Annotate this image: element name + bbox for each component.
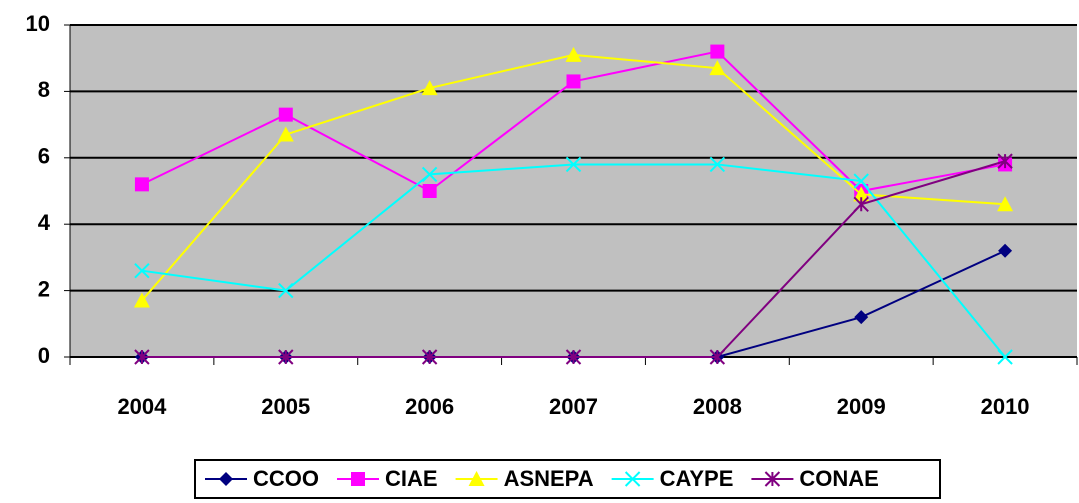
data-point [997, 349, 1013, 365]
legend-label: CONAE [799, 466, 878, 491]
x-tick-label: 2009 [837, 394, 886, 419]
data-point [134, 262, 150, 279]
data-point [853, 173, 869, 189]
data-point [133, 292, 150, 308]
data-point [134, 177, 149, 192]
y-tick-label: 6 [38, 144, 50, 169]
data-point [853, 196, 869, 212]
data-point [277, 126, 294, 142]
x-tick-label: 2006 [405, 394, 454, 419]
data-point [278, 107, 293, 122]
legend-marker [351, 472, 365, 486]
data-point [421, 349, 438, 365]
y-tick-label: 0 [38, 343, 50, 368]
data-point [854, 310, 869, 325]
legend-marker [219, 472, 233, 486]
legend-label: CCOO [253, 466, 319, 491]
data-point [278, 282, 294, 299]
legend [194, 459, 941, 499]
data-point [278, 349, 294, 365]
data-point [566, 74, 581, 89]
legend-marker [764, 471, 781, 487]
legend-label: CIAE [385, 466, 438, 491]
data-point [998, 243, 1013, 258]
y-tick-label: 10 [26, 11, 50, 36]
legend-marker [624, 471, 641, 487]
legend-label: CAYPE [660, 466, 734, 491]
x-tick-label: 2007 [549, 394, 598, 419]
data-point [421, 80, 438, 96]
data-point [709, 156, 726, 173]
data-point [565, 349, 582, 365]
x-tick-label: 2005 [261, 394, 310, 419]
x-tick-label: 2010 [981, 394, 1030, 419]
data-point [997, 153, 1013, 169]
data-point [997, 196, 1014, 212]
data-point [709, 349, 726, 365]
y-tick-label: 4 [38, 210, 51, 235]
data-point [565, 46, 582, 62]
data-point [853, 186, 870, 202]
legend-marker [468, 471, 485, 486]
y-tick-label: 8 [38, 77, 50, 102]
data-point [421, 166, 438, 183]
data-point [565, 156, 582, 173]
y-tick-label: 2 [38, 276, 50, 301]
x-tick-label: 2004 [117, 394, 167, 419]
data-point [422, 184, 437, 198]
data-point [709, 60, 726, 76]
legend-label: ASNEPA [504, 466, 594, 491]
data-point [134, 349, 150, 365]
x-tick-label: 2008 [693, 394, 742, 419]
data-point [710, 44, 725, 59]
